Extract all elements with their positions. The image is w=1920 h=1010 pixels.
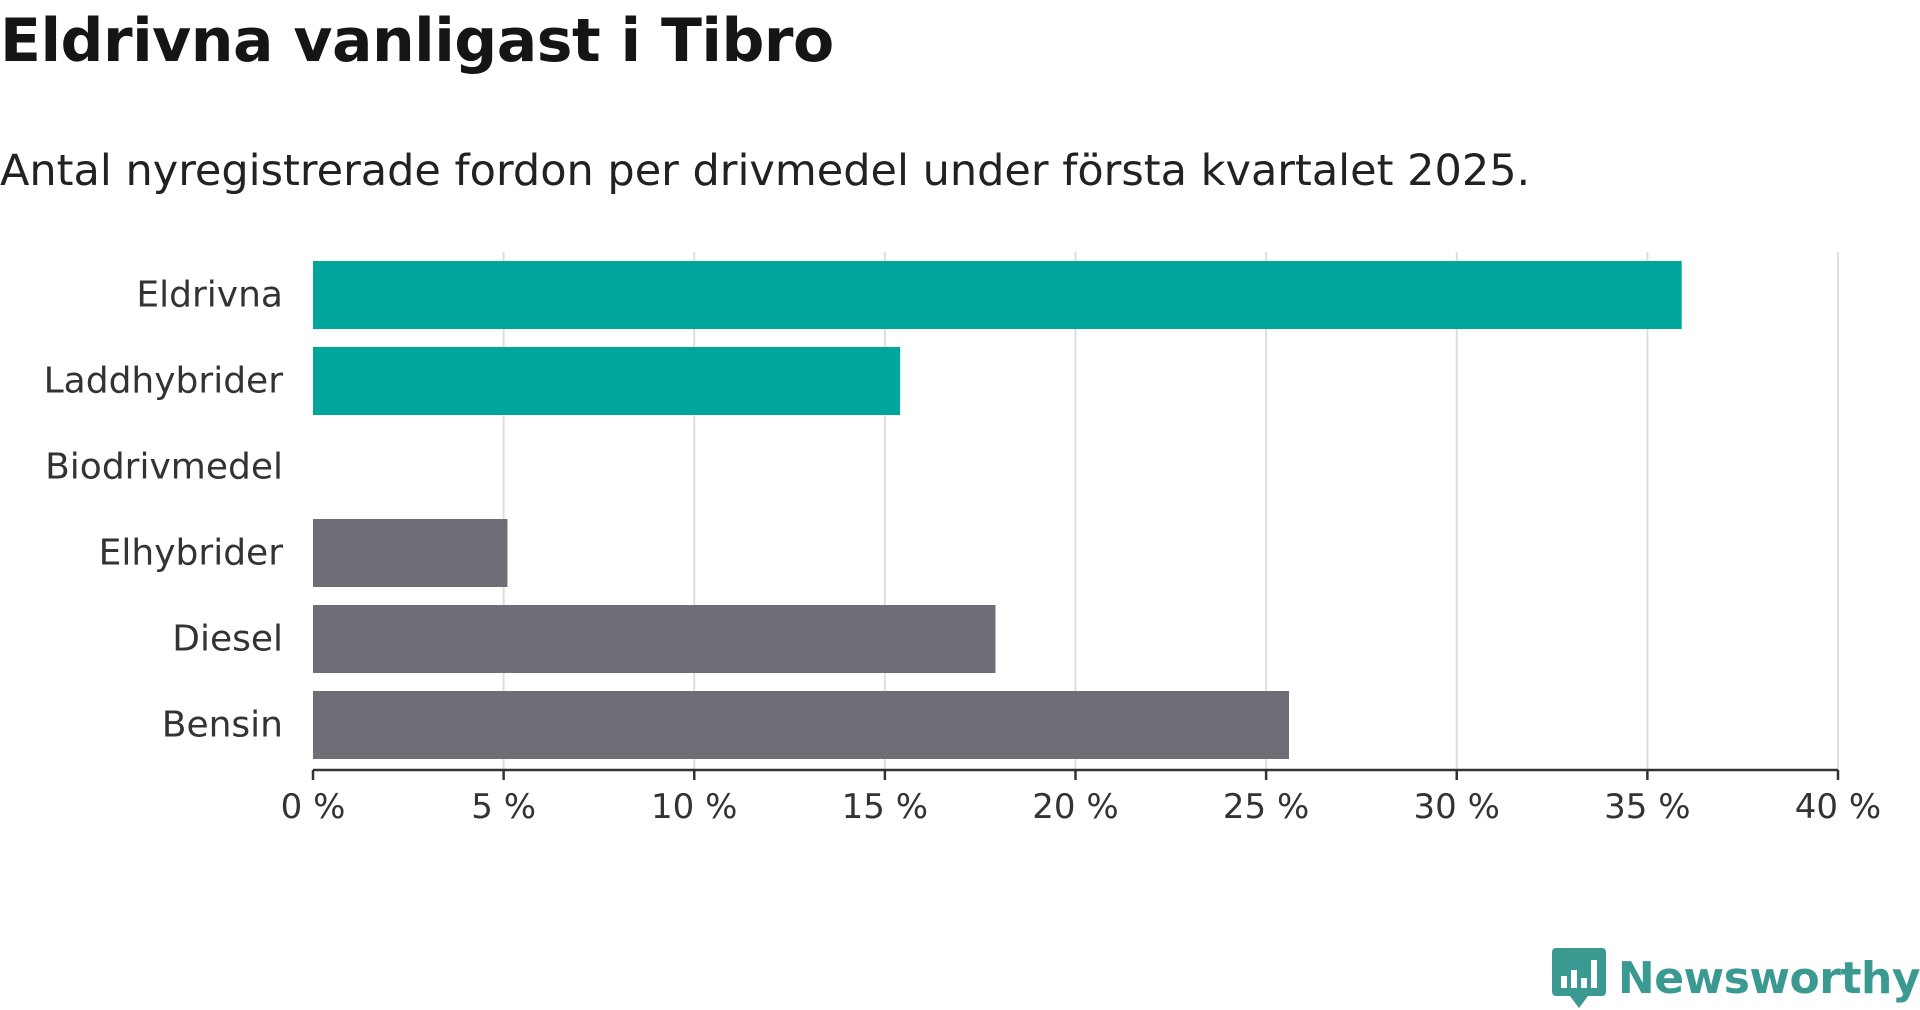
- x-axis: 0 % 5 % 10 % 15 % 20 % 25 % 30 % 35 % 40 %: [281, 768, 1881, 827]
- bar-chart: Eldrivna Laddhybrider Biodrivmedel Elhybrid…: [44, 252, 1881, 827]
- chart-title: Eldrivna vanligast i Tibro: [0, 6, 834, 76]
- x-tick-label-40: 40 %: [1795, 787, 1881, 827]
- x-tick-label-35: 35 %: [1604, 787, 1690, 827]
- bar-bensin: [313, 691, 1289, 759]
- chart-subtitle: Antal nyregistrerade fordon per drivmede…: [0, 146, 1531, 196]
- category-label-elhybrider: Elhybrider: [99, 533, 284, 574]
- x-tick-label-10: 10 %: [651, 787, 737, 827]
- category-label-bensin: Bensin: [162, 705, 283, 746]
- x-tick-label-30: 30 %: [1414, 787, 1500, 827]
- x-tick-label-15: 15 %: [842, 787, 928, 827]
- newsworthy-logo: Newsworthy: [1551, 948, 1920, 1008]
- category-label-eldrivna: Eldrivna: [136, 275, 283, 316]
- x-tick-label-25: 25 %: [1223, 787, 1309, 827]
- bar-laddhybrider: [313, 347, 901, 415]
- bar-diesel: [313, 605, 996, 673]
- bars: [313, 261, 1682, 759]
- category-label-laddhybrider: Laddhybrider: [44, 361, 284, 402]
- bar-eldrivna: [313, 261, 1682, 329]
- x-tick-label-20: 20 %: [1032, 787, 1118, 827]
- grid-lines: [502, 252, 1839, 770]
- category-labels: Eldrivna Laddhybrider Biodrivmedel Elhybrid…: [44, 275, 284, 746]
- category-label-biodrivmedel: Biodrivmedel: [45, 447, 283, 488]
- x-tick-label-5: 5 %: [471, 787, 536, 827]
- category-label-diesel: Diesel: [172, 619, 283, 660]
- bar-elhybrider: [313, 519, 508, 587]
- bar-chart-speech-bubble-icon: [1551, 948, 1606, 1008]
- x-tick-label-0: 0 %: [281, 787, 346, 827]
- brand-name: Newsworthy: [1617, 952, 1920, 1004]
